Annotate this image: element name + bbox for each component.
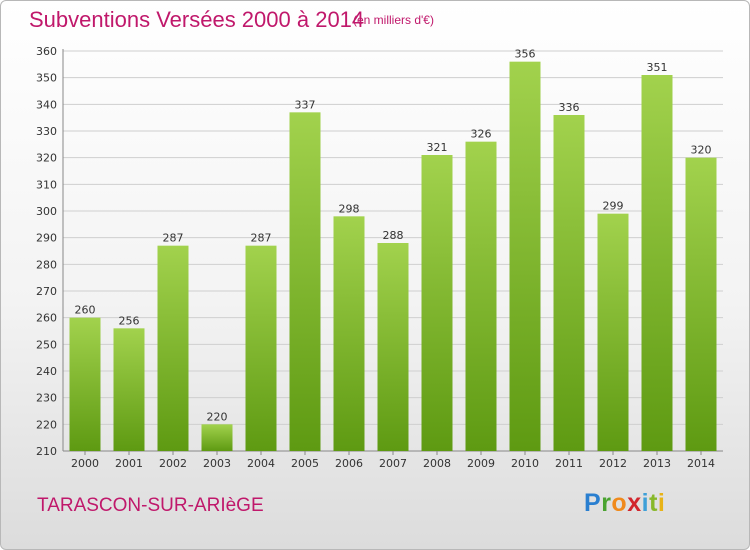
logo-letter: x <box>627 489 642 517</box>
y-tick-label: 330 <box>36 125 57 138</box>
bar <box>113 328 145 451</box>
labels: 210 220 230 240 250 260 270 280 290 300 310 320 330 3… <box>36 45 715 470</box>
y-tick-label: 320 <box>36 152 57 165</box>
y-tick-label: 250 <box>36 338 57 351</box>
y-tick-label: 300 <box>36 205 57 218</box>
bar <box>69 317 101 451</box>
y-tick-label: 240 <box>36 365 57 378</box>
y-tick-label: 340 <box>36 98 57 111</box>
logo-letter: i <box>657 489 666 517</box>
data-label: 321 <box>427 141 448 154</box>
data-label: 299 <box>603 200 624 213</box>
proxiti-logo: Proxiti <box>584 489 665 518</box>
data-label: 256 <box>119 314 140 327</box>
x-tick-label: 2011 <box>555 457 583 470</box>
y-tick-label: 290 <box>36 232 57 245</box>
bar <box>377 243 409 451</box>
bar <box>333 216 365 451</box>
logo-letter: t <box>649 489 658 517</box>
logo-letter: P <box>584 489 602 517</box>
data-label: 298 <box>339 202 360 215</box>
x-tick-label: 2012 <box>599 457 627 470</box>
x-tick-label: 2004 <box>247 457 275 470</box>
x-tick-label: 2006 <box>335 457 363 470</box>
data-label: 320 <box>691 144 712 157</box>
chart-subtitle: (en milliers d'€) <box>353 13 434 27</box>
x-tick-label: 2003 <box>203 457 231 470</box>
y-tick-label: 350 <box>36 72 57 85</box>
x-tick-label: 2009 <box>467 457 495 470</box>
bar <box>553 115 585 451</box>
y-tick-label: 280 <box>36 258 57 271</box>
bar <box>465 141 497 451</box>
bar <box>201 424 233 451</box>
data-label: 326 <box>471 128 492 141</box>
x-tick-label: 2005 <box>291 457 319 470</box>
bar <box>421 155 453 451</box>
bar <box>289 112 321 451</box>
x-tick-label: 2008 <box>423 457 451 470</box>
data-label: 260 <box>75 304 96 317</box>
x-tick-label: 2007 <box>379 457 407 470</box>
y-tick-label: 260 <box>36 312 57 325</box>
bar <box>509 61 541 452</box>
bars <box>69 61 717 452</box>
bar <box>245 245 277 451</box>
y-tick-label: 310 <box>36 178 57 191</box>
x-tick-label: 2013 <box>643 457 671 470</box>
x-tick-label: 2001 <box>115 457 143 470</box>
data-label: 356 <box>515 48 536 61</box>
data-label: 336 <box>559 101 580 114</box>
y-tick-label: 270 <box>36 285 57 298</box>
x-tick-label: 2000 <box>71 457 99 470</box>
commune-name: TARASCON-SUR-ARIèGE <box>37 495 264 516</box>
y-tick-label: 230 <box>36 392 57 405</box>
bar <box>685 157 717 451</box>
bar <box>597 213 629 451</box>
data-label: 220 <box>207 410 228 423</box>
logo-letter: i <box>641 489 650 517</box>
data-label: 287 <box>163 232 184 245</box>
data-label: 337 <box>295 98 316 111</box>
data-label: 351 <box>647 61 668 74</box>
bar <box>641 75 673 451</box>
bar <box>157 245 189 451</box>
chart-title: Subventions Versées 2000 à 2014 <box>29 7 365 32</box>
y-tick-label: 220 <box>36 418 57 431</box>
y-tick-label: 360 <box>36 45 57 58</box>
logo-letter: o <box>611 489 628 517</box>
x-tick-label: 2010 <box>511 457 539 470</box>
x-tick-label: 2002 <box>159 457 187 470</box>
logo-letter: r <box>601 489 612 517</box>
data-label: 288 <box>383 229 404 242</box>
x-tick-label: 2014 <box>687 457 715 470</box>
y-tick-label: 210 <box>36 445 57 458</box>
data-label: 287 <box>251 232 272 245</box>
